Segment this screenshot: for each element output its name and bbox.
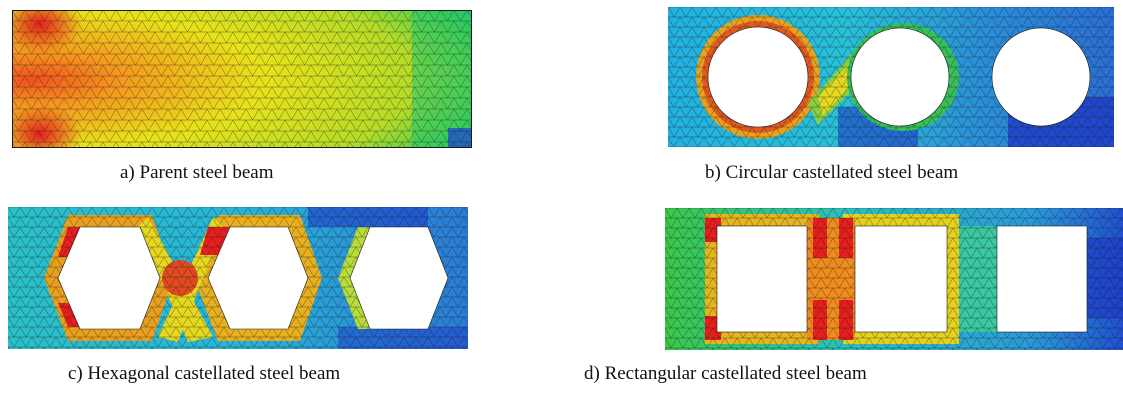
parent-beam-contour-plot	[12, 10, 472, 148]
hexagonal-beam-panel	[8, 207, 468, 349]
panel-c-caption: c) Hexagonal castellated steel beam	[68, 363, 340, 385]
panel-a-caption: a) Parent steel beam	[120, 162, 274, 184]
panel-b-caption: b) Circular castellated steel beam	[705, 162, 958, 184]
rectangular-beam-panel	[665, 208, 1123, 350]
panel-d-caption: d) Rectangular castellated steel beam	[584, 363, 867, 385]
parent-beam-panel	[12, 10, 472, 148]
rectangular-beam-contour-plot	[665, 208, 1123, 350]
hexagonal-beam-contour-plot	[8, 207, 468, 349]
circular-beam-contour-plot	[668, 7, 1114, 147]
circular-beam-panel	[668, 7, 1114, 147]
